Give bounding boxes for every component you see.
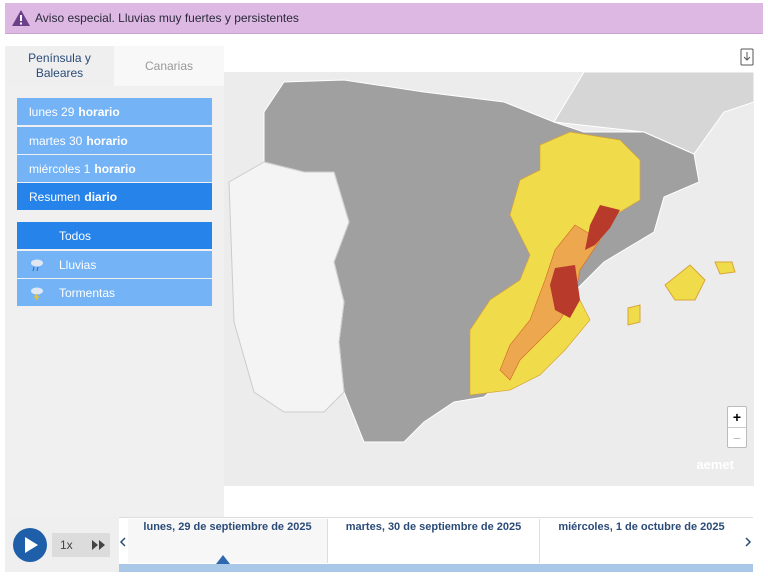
warning-icon [12,10,30,26]
timeline-progress [119,564,753,572]
rain-icon [31,259,43,272]
day-label: Resumen [29,189,81,204]
filter-label: Tormentas [59,285,116,300]
day-mode: diario [84,189,118,204]
map: aemet [224,72,754,486]
day-mode: horario [78,104,120,119]
tab-active[interactable]: Península y Baleares [5,46,114,86]
day-mode: horario [86,133,128,148]
day-button[interactable]: martes 30 horario [17,127,212,154]
alert-text: Aviso especial. Lluvias muy fuertes y pe… [35,11,299,25]
alert-banner: Aviso especial. Lluvias muy fuertes y pe… [5,3,763,34]
storm-icon [31,287,43,300]
map-logo: aemet [696,457,734,472]
speed-label: 1x [60,538,73,552]
filter-button[interactable]: Tormentas [17,279,212,306]
day-button[interactable]: lunes 29 horario [17,98,212,125]
timeline-date[interactable]: miércoles, 1 de octubre de 2025 [558,521,725,533]
filter-button-active[interactable]: Todos [17,222,212,249]
zoom-in[interactable]: + [728,407,746,428]
next-arrow[interactable] [744,536,752,548]
download-icon[interactable] [740,48,754,66]
day-label: lunes 29 [29,104,75,119]
prev-arrow[interactable] [119,536,127,548]
day-label: martes 30 [29,133,83,148]
play-button[interactable] [12,527,48,563]
zoom-out[interactable]: − [732,430,742,446]
timeline-date[interactable]: lunes, 29 de septiembre de 2025 [128,519,328,563]
day-button[interactable]: miércoles 1 horario [17,155,212,182]
timeline-date[interactable]: martes, 30 de septiembre de 2025 [328,519,540,563]
zoom-control: + − [727,406,747,448]
day-button-active[interactable]: Resumen diario [17,183,212,210]
filter-label: Todos [59,228,92,243]
fast-forward-icon [92,540,105,550]
tab[interactable]: Canarias [114,46,224,86]
day-label: miércoles 1 [29,161,91,176]
filter-button[interactable]: Lluvias [17,251,212,278]
speed-control[interactable]: 1x [52,533,110,557]
timeline-marker [216,555,230,564]
day-mode: horario [94,161,136,176]
filter-label: Lluvias [59,257,97,272]
